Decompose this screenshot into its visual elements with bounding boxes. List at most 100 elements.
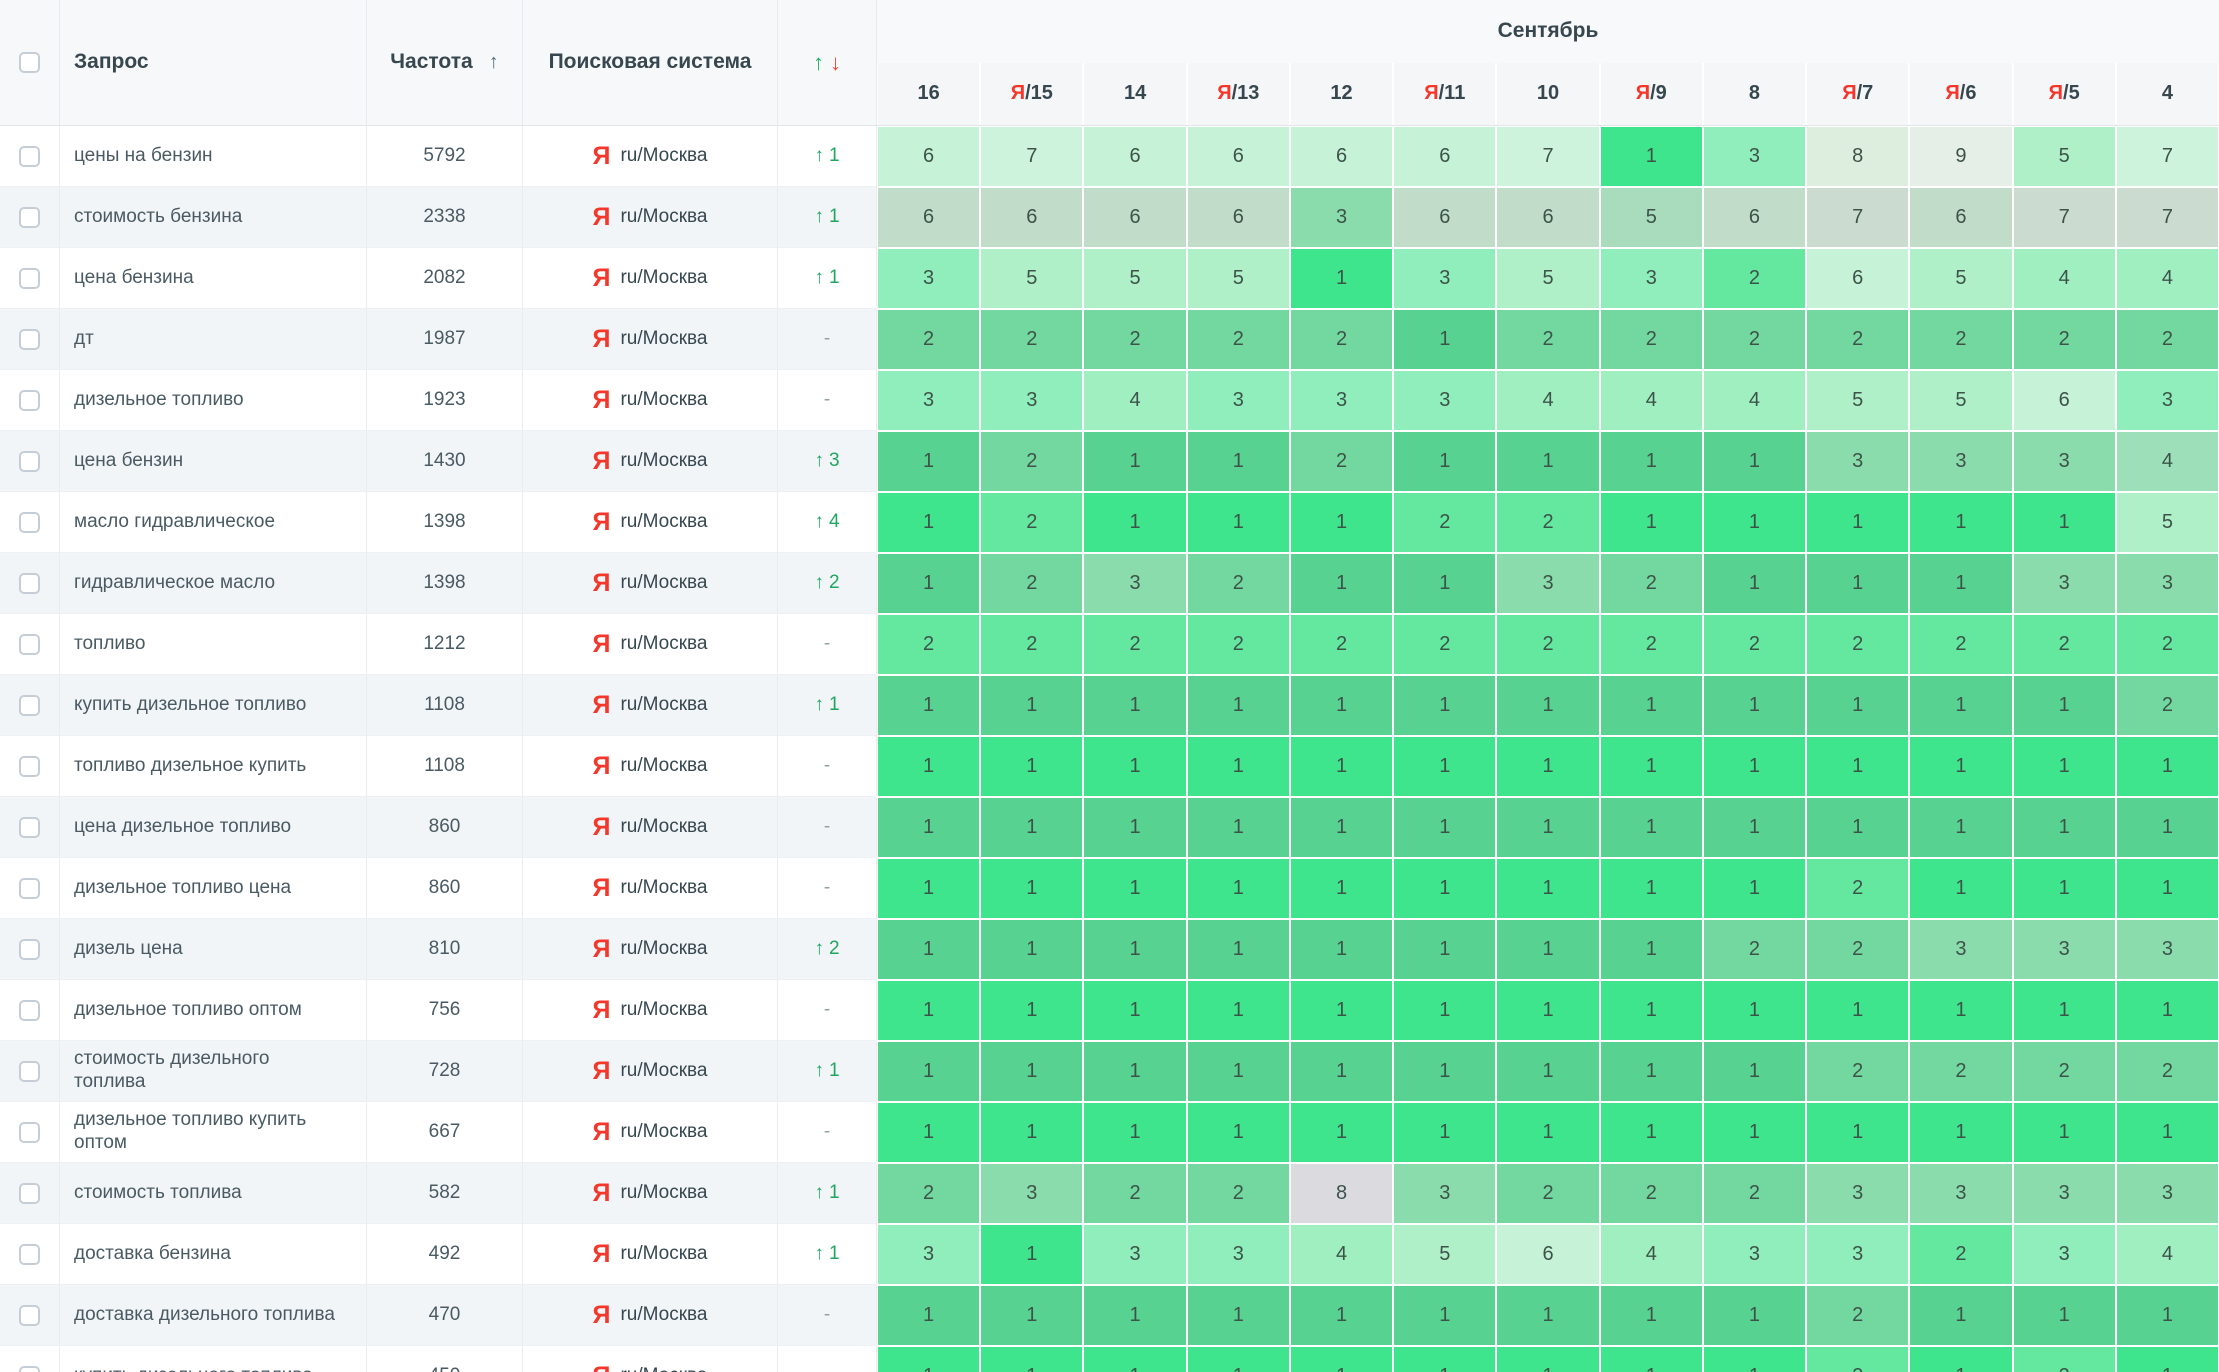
select-all-cell (0, 0, 60, 125)
row-checkbox[interactable] (19, 572, 40, 594)
date-header-cell[interactable]: 10 (1497, 62, 1599, 125)
change-dash: - (823, 328, 831, 349)
date-header-cell[interactable]: Я/5 (2013, 62, 2115, 125)
date-header-cell[interactable]: Я/7 (1807, 62, 1909, 125)
position-cell: 2 (1497, 1164, 1599, 1223)
query-cell[interactable]: дизельное топливо купить оптом (60, 1102, 367, 1162)
date-header-cell[interactable]: 8 (1703, 62, 1806, 125)
position-cell: 2 (1807, 1347, 1909, 1372)
date-header-cell[interactable]: Я/11 (1394, 62, 1496, 125)
change-up: ↑ 3 (814, 450, 839, 472)
change-cell: ↑ 1 (778, 1224, 877, 1284)
position-cell: 1 (1497, 1347, 1599, 1372)
position-cell: 9 (1910, 127, 2012, 186)
yandex-letter: Я (1217, 82, 1232, 105)
query-cell[interactable]: масло гидравлическое (60, 492, 367, 552)
position-cell: 1 (1084, 676, 1186, 735)
row-checkbox[interactable] (19, 267, 40, 289)
query-cell[interactable]: цена бензина (60, 248, 367, 308)
row-checkbox[interactable] (19, 450, 40, 472)
query-cell[interactable]: дизель цена (60, 919, 367, 979)
row-checkbox[interactable] (19, 145, 40, 167)
row-checkbox[interactable] (19, 511, 40, 533)
query-cell[interactable]: стоимость дизельного топлива (60, 1041, 367, 1101)
position-cell: 1 (1084, 920, 1186, 979)
change-value: 1 (828, 267, 840, 288)
position-cell: 4 (2013, 249, 2115, 308)
date-header-cell[interactable]: Я/15 (981, 62, 1083, 125)
row-checkbox[interactable] (19, 389, 40, 411)
row-checkbox[interactable] (19, 328, 40, 350)
yandex-letter: Я (1945, 82, 1960, 105)
position-cell: 1 (2116, 798, 2219, 857)
checkbox-cell (0, 1285, 60, 1345)
row-checkbox[interactable] (19, 1365, 40, 1372)
row-checkbox[interactable] (19, 633, 40, 655)
query-cell[interactable]: дизельное топливо (60, 370, 367, 430)
query-cell[interactable]: дизельное топливо цена (60, 858, 367, 918)
position-cell: 3 (1807, 1225, 1909, 1284)
query-cell[interactable]: гидравлическое масло (60, 553, 367, 613)
row-checkbox[interactable] (19, 694, 40, 716)
position-cell: 5 (1807, 371, 1909, 430)
date-header-cell[interactable]: 4 (2116, 62, 2219, 125)
query-cell[interactable]: доставка дизельного топлива (60, 1285, 367, 1345)
position-cell: 2 (1703, 1164, 1806, 1223)
date-header-cell[interactable]: 12 (1290, 62, 1393, 125)
position-cell: 1 (981, 859, 1083, 918)
position-cell: 7 (2116, 127, 2219, 186)
query-cell[interactable]: доставка бензина (60, 1224, 367, 1284)
query-cell[interactable]: стоимость бензина (60, 187, 367, 247)
position-cell: 2 (1703, 920, 1806, 979)
row-checkbox[interactable] (19, 938, 40, 960)
column-header-query[interactable]: Запрос (60, 0, 367, 125)
query-cell[interactable]: цена дизельное топливо (60, 797, 367, 857)
date-header-cell[interactable]: 16 (878, 62, 980, 125)
date-header-cell[interactable]: Я/6 (1910, 62, 2012, 125)
row-checkbox[interactable] (19, 1243, 40, 1265)
row-checkbox[interactable] (19, 816, 40, 838)
date-header-cell[interactable]: 14 (1084, 62, 1186, 125)
yandex-letter: Я (1635, 82, 1651, 105)
position-cell: 2 (981, 493, 1083, 552)
row-checkbox[interactable] (19, 755, 40, 777)
row-checkbox[interactable] (19, 1182, 40, 1204)
column-header-frequency[interactable]: Частота ↑ (367, 0, 523, 125)
query-cell[interactable]: дизельное топливо оптом (60, 980, 367, 1040)
query-cell[interactable]: купить дизельное топливо (60, 675, 367, 735)
column-header-change[interactable]: ↑ ↓ (778, 0, 877, 125)
position-cell: 1 (1703, 493, 1806, 552)
query-cell[interactable]: топливо дизельное купить (60, 736, 367, 796)
position-cell: 1 (1394, 554, 1496, 613)
query-cell[interactable]: цены на бензин (60, 126, 367, 186)
query-cell[interactable]: топливо (60, 614, 367, 674)
row-checkbox[interactable] (19, 1060, 40, 1082)
query-cell[interactable]: стоимость топлива (60, 1163, 367, 1223)
row-checkbox[interactable] (19, 999, 40, 1021)
row-checkbox[interactable] (19, 1121, 40, 1143)
column-header-engine[interactable]: Поисковая система (523, 0, 778, 125)
arrow-down-icon: ↓ (830, 49, 841, 75)
row-checkbox[interactable] (19, 1304, 40, 1326)
query-cell[interactable]: купить дизельного топлива (60, 1346, 367, 1372)
row-checkbox[interactable] (19, 877, 40, 899)
frequency-value: 2082 (367, 248, 523, 308)
select-all-checkbox[interactable] (19, 52, 40, 73)
query-cell[interactable]: цена бензин (60, 431, 367, 491)
yandex-icon: Я (592, 324, 611, 353)
position-cell: 3 (1394, 1164, 1496, 1223)
date-header-cell[interactable]: Я/9 (1600, 62, 1702, 125)
query-cell[interactable]: дт (60, 309, 367, 369)
row-checkbox[interactable] (19, 206, 40, 228)
position-cell: 1 (1910, 676, 2012, 735)
position-cell: 1 (2116, 1103, 2219, 1162)
position-cell: 2 (1807, 615, 1909, 674)
date-header-cell[interactable]: Я/13 (1187, 62, 1289, 125)
